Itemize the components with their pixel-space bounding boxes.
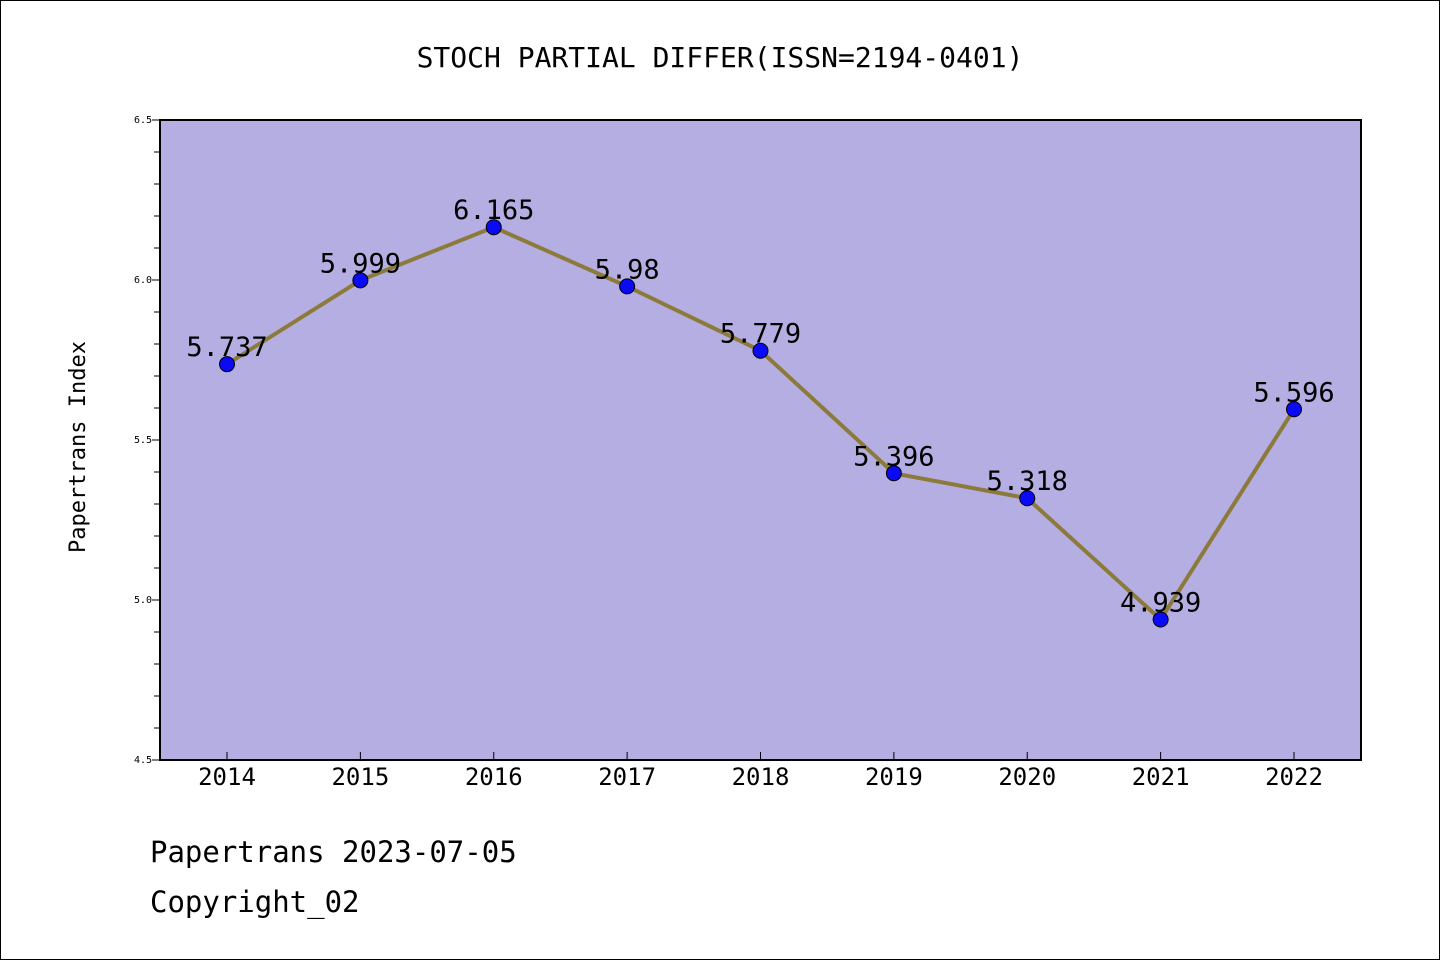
x-tick-label: 2019 xyxy=(865,763,923,791)
data-point xyxy=(1152,611,1169,628)
data-point xyxy=(1286,401,1302,418)
x-tick-label: 2014 xyxy=(198,763,256,791)
plot-area xyxy=(159,119,1362,761)
y-axis-label: Papertrans Index xyxy=(66,341,91,553)
data-point xyxy=(485,219,502,236)
data-point xyxy=(219,356,235,373)
data-label: 4.939 xyxy=(1120,588,1201,619)
data-point xyxy=(1019,490,1036,507)
data-points xyxy=(219,219,1302,628)
data-label: 5.396 xyxy=(853,441,934,472)
y-axis-ticks: 4.5 5.0 5.5 6.0 6.5 xyxy=(134,115,160,766)
data-label: 6.165 xyxy=(453,195,534,226)
data-label: 5.318 xyxy=(987,466,1068,497)
y-tick-label: 4.5 xyxy=(134,755,152,766)
x-tick-label: 2015 xyxy=(331,763,389,791)
data-label: 5.999 xyxy=(320,248,401,279)
x-axis-ticks: 2014 2015 2016 2017 2018 2019 2020 2021 2022 xyxy=(198,752,1323,791)
footer-date: Papertrans 2023-07-05 xyxy=(150,835,517,869)
data-labels: 5.737 5.999 6.165 5.98 5.779 5.396 5.318 4.939 5… xyxy=(186,195,1334,618)
x-tick-label: 2022 xyxy=(1265,763,1323,791)
x-tick-label: 2020 xyxy=(998,763,1056,791)
x-tick-label: 2016 xyxy=(465,763,523,791)
data-point xyxy=(352,272,369,289)
data-label: 5.596 xyxy=(1253,377,1334,408)
x-tick-label: 2018 xyxy=(732,763,790,791)
y-tick-label: 6.0 xyxy=(134,275,152,286)
x-tick-label: 2017 xyxy=(598,763,656,791)
y-tick-label: 5.5 xyxy=(134,435,152,446)
chart-title: STOCH PARTIAL DIFFER(ISSN=2194-0401) xyxy=(417,41,1024,74)
footer-copyright: Copyright_02 xyxy=(150,885,360,919)
y-tick-label: 6.5 xyxy=(134,115,152,126)
data-label: 5.98 xyxy=(595,254,660,285)
y-tick-label: 5.0 xyxy=(134,595,152,606)
x-tick-label: 2021 xyxy=(1132,763,1190,791)
data-label: 5.737 xyxy=(186,332,267,363)
data-point xyxy=(885,465,902,482)
data-point xyxy=(619,278,636,295)
data-label: 5.779 xyxy=(720,319,801,350)
data-point xyxy=(752,342,769,359)
